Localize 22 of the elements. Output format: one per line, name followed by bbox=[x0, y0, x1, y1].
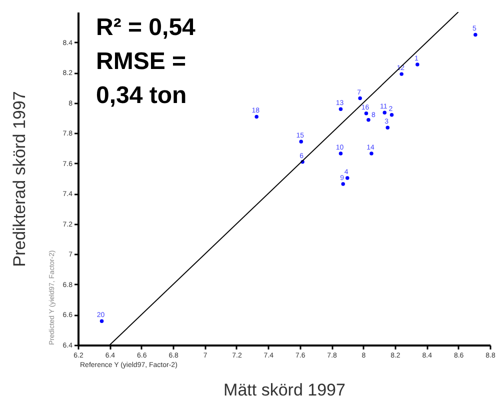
point bbox=[386, 126, 390, 130]
point bbox=[338, 107, 343, 112]
point bbox=[416, 62, 420, 66]
point bbox=[346, 176, 350, 180]
point bbox=[254, 114, 258, 119]
point bbox=[400, 72, 404, 76]
point bbox=[382, 110, 386, 115]
annotation: R² = 0,54 bbox=[96, 14, 196, 41]
point bbox=[100, 319, 104, 323]
point bbox=[390, 113, 394, 117]
point bbox=[474, 32, 478, 37]
point bbox=[358, 96, 362, 100]
point bbox=[370, 152, 374, 156]
annotation: 0,34 ton bbox=[96, 82, 187, 109]
point bbox=[364, 112, 368, 116]
annotation: RMSE = bbox=[96, 48, 186, 75]
x-axis-title: Mätt skörd 1997 bbox=[224, 380, 346, 400]
point bbox=[338, 152, 343, 156]
point bbox=[366, 118, 370, 122]
point bbox=[299, 140, 303, 144]
point bbox=[341, 182, 345, 186]
y-axis-title: Predikterad skörd 1997 bbox=[10, 91, 29, 267]
